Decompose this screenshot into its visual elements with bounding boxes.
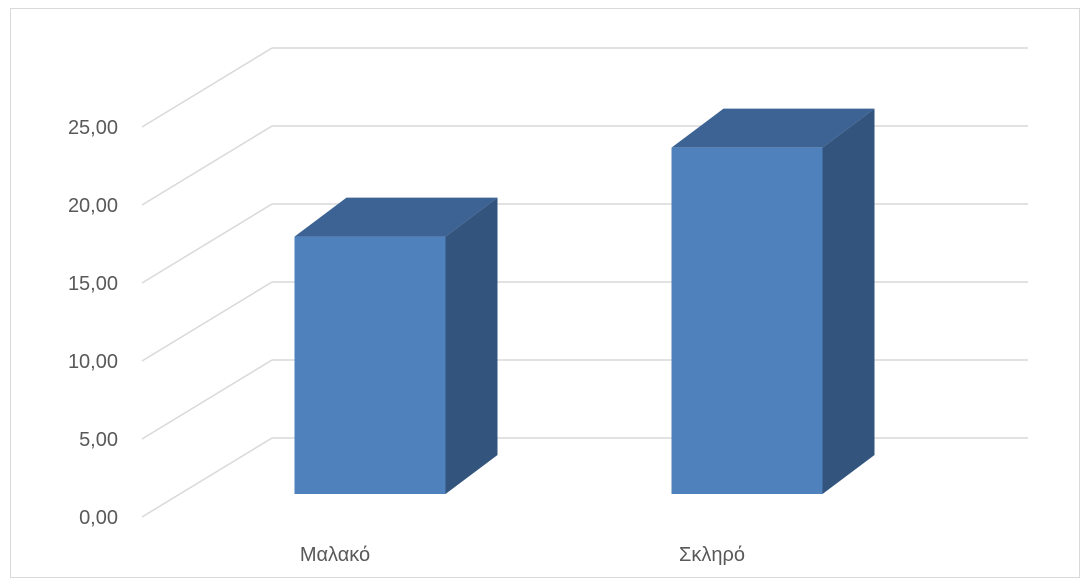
gridline-diagonal	[141, 359, 273, 440]
gridline-diagonal	[141, 281, 273, 362]
y-tick-label: 20,00	[68, 195, 118, 217]
y-tick-label: 10,00	[68, 351, 118, 373]
bar-front-face	[671, 147, 823, 494]
bars	[294, 108, 875, 495]
bar-side-face	[822, 108, 875, 495]
bar-top-face	[671, 108, 875, 148]
gridline-diagonal	[141, 125, 273, 206]
gridline-diagonal	[141, 47, 273, 128]
y-tick-label: 25,00	[68, 117, 118, 139]
bar-top-face	[294, 197, 498, 237]
bar-side-face	[445, 197, 498, 494]
gridlines	[141, 47, 1028, 518]
bar-1	[294, 197, 498, 494]
gridline-diagonal	[141, 203, 273, 284]
chart-frame	[10, 8, 1080, 578]
x-axis-categories: Μαλακό Σκληρό	[300, 544, 745, 566]
gridline-diagonal	[141, 437, 273, 518]
y-tick-label: 0,00	[79, 507, 118, 529]
y-tick-label: 15,00	[68, 273, 118, 295]
bar-2	[671, 108, 875, 495]
y-axis-ticks: 0,00 5,00 10,00 15,00 20,00 25,00	[68, 117, 118, 529]
x-category-label: Σκληρό	[679, 544, 745, 566]
y-tick-label: 5,00	[79, 429, 118, 451]
x-category-label: Μαλακό	[300, 544, 370, 566]
bar-front-face	[294, 236, 446, 494]
